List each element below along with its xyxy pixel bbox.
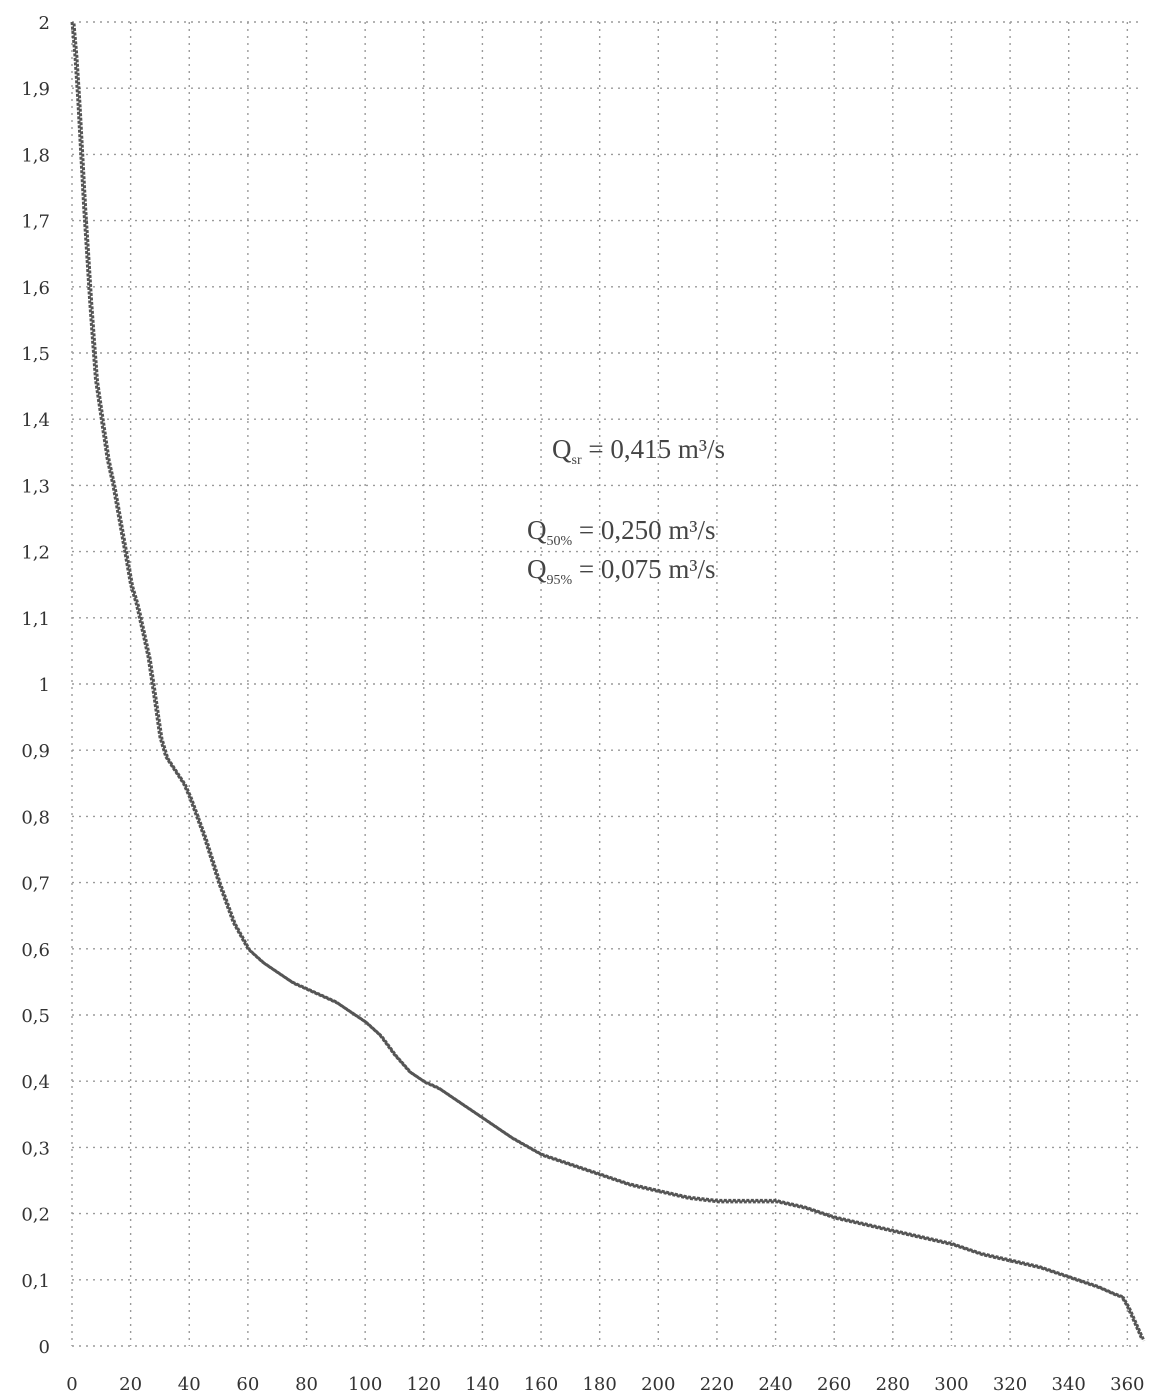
y-tick-label: 1,7 <box>21 212 50 233</box>
x-tick-label: 80 <box>295 1374 318 1395</box>
x-tick-label: 220 <box>700 1374 734 1395</box>
y-tick-label: 0,5 <box>21 1006 50 1027</box>
y-tick-label: 1,3 <box>21 476 50 497</box>
y-tick-label: 0,1 <box>21 1271 50 1292</box>
y-axis-ticks: 0 0,1 0,2 0,3 0,4 0,5 0,6 0,7 0,8 0,9 1 1,1 1,2 1,3 1,… <box>21 13 50 1358</box>
annotation-q50: Q50% = 0,250 m³/s <box>527 515 716 549</box>
x-tick-label: 280 <box>876 1374 910 1395</box>
x-tick-label: 200 <box>641 1374 675 1395</box>
y-tick-label: 2 <box>39 13 50 34</box>
x-tick-label: 140 <box>465 1374 499 1395</box>
y-tick-label: 0,3 <box>21 1138 50 1159</box>
annotation-q95: Q95% = 0,075 m³/s <box>527 554 716 588</box>
x-tick-label: 20 <box>119 1374 142 1395</box>
y-tick-label: 1,9 <box>21 79 50 100</box>
x-axis-ticks: 0 20 40 60 80 100 120 140 160 180 200 220 240 260 280 3… <box>66 1374 1144 1395</box>
y-tick-label: 1,4 <box>21 410 50 431</box>
x-tick-label: 260 <box>817 1374 851 1395</box>
x-tick-label: 320 <box>993 1374 1027 1395</box>
x-tick-label: 360 <box>1110 1374 1144 1395</box>
y-tick-label: 1,1 <box>21 609 50 630</box>
x-tick-label: 160 <box>524 1374 558 1395</box>
x-tick-label: 0 <box>66 1374 77 1395</box>
y-tick-label: 1,5 <box>21 344 50 365</box>
x-tick-label: 240 <box>758 1374 792 1395</box>
y-tick-label: 0,7 <box>21 874 50 895</box>
grid <box>71 21 1142 1347</box>
y-tick-label: 0,6 <box>21 940 50 961</box>
x-tick-label: 340 <box>1052 1374 1086 1395</box>
flow-duration-curve-shadow <box>72 23 1146 1342</box>
y-tick-label: 1 <box>39 675 50 696</box>
x-tick-label: 40 <box>178 1374 201 1395</box>
x-tick-label: 180 <box>582 1374 616 1395</box>
y-tick-label: 0,8 <box>21 807 50 828</box>
y-tick-label: 1,8 <box>21 145 50 166</box>
y-tick-label: 0 <box>39 1337 50 1358</box>
x-tick-label: 60 <box>236 1374 259 1395</box>
svg-text:Q50% = 0,250 m³/s: Q50% = 0,250 m³/s <box>527 515 716 549</box>
x-tick-label: 120 <box>407 1374 441 1395</box>
y-tick-label: 1,2 <box>21 543 50 564</box>
y-tick-label: 0,2 <box>21 1205 50 1226</box>
flow-duration-curve <box>70 21 1144 1341</box>
y-tick-label: 0,4 <box>21 1072 50 1093</box>
y-tick-label: 0,9 <box>21 741 50 762</box>
x-tick-label: 300 <box>934 1374 968 1395</box>
y-tick-label: 1,6 <box>21 278 50 299</box>
svg-text:Qsr = 0,415 m³/s: Qsr = 0,415 m³/s <box>552 434 725 468</box>
svg-text:Q95% = 0,075 m³/s: Q95% = 0,075 m³/s <box>527 554 716 588</box>
annotation-mean-flow: Qsr = 0,415 m³/s <box>552 434 725 468</box>
x-tick-label: 100 <box>348 1374 382 1395</box>
